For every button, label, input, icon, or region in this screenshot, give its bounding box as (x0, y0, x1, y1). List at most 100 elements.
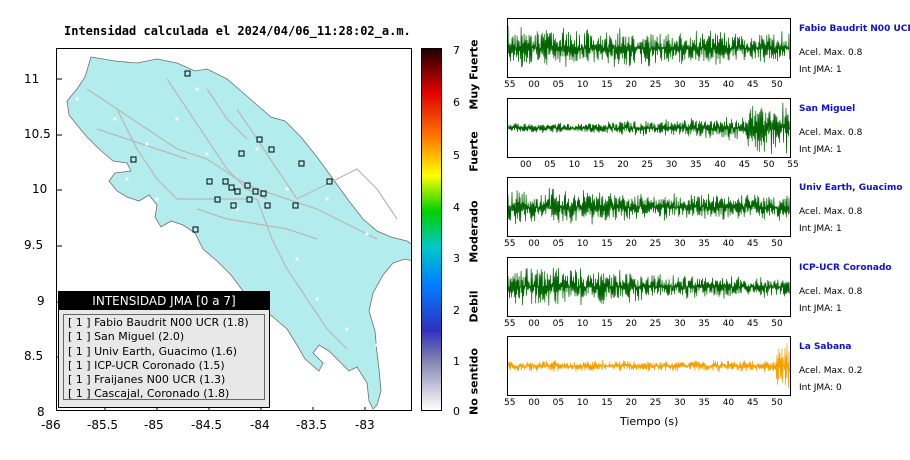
time-tick: 05 (544, 160, 556, 170)
costa-rica-landmass (66, 56, 411, 410)
time-tick: 45 (747, 80, 759, 90)
time-tick: 40 (722, 398, 735, 408)
time-tick: 30 (674, 319, 686, 329)
time-tick: 20 (625, 80, 637, 90)
time-tick: 55 (504, 319, 516, 329)
legend-item: [ 1 ] ICP-UCR Coronado (1.5) (68, 358, 225, 372)
lon-tick: -83.5 (296, 418, 328, 432)
time-tick: 05 (552, 319, 565, 329)
time-tick: 50 (771, 239, 783, 249)
waveform-svg (507, 25, 790, 68)
time-tick: 40 (714, 160, 726, 170)
time-tick: 45 (747, 239, 759, 249)
time-tick: 05 (552, 239, 565, 249)
map-title: Intensidad calculada el 2024/04/06_11:28… (64, 24, 411, 38)
time-tick: 15 (601, 80, 613, 90)
waveform-svg (507, 187, 790, 225)
time-tick: 35 (698, 239, 710, 249)
legend-item: [ 1 ] San Miguel (2.0) (68, 330, 185, 344)
colorbar-gradient (422, 49, 441, 410)
time-tick: 15 (601, 398, 613, 408)
colorbar-tick: 6 (453, 96, 460, 109)
time-tick: 05 (552, 398, 565, 408)
lat-tick: 8.5 (24, 349, 44, 363)
time-tick: 15 (601, 239, 613, 249)
time-tick: 00 (528, 80, 540, 90)
waveform-trace[interactable] (507, 336, 791, 396)
station-name[interactable]: Fabio Baudrit N00 UCR (799, 24, 910, 34)
time-tick: 45 (747, 319, 759, 329)
time-tick: 35 (698, 80, 710, 90)
road-network (86, 78, 398, 350)
time-tick: 25 (649, 80, 662, 90)
time-tick: 40 (722, 239, 735, 249)
time-tick: 50 (771, 398, 783, 408)
time-tick: 50 (763, 160, 775, 170)
waveform-line (507, 187, 790, 225)
time-tick: 05 (552, 80, 565, 90)
lat-tick: 11 (24, 72, 40, 86)
time-tick: 35 (698, 398, 710, 408)
colorbar-label-debil: Debil (467, 290, 481, 323)
waveform-trace[interactable] (507, 257, 791, 317)
time-tick: 55 (504, 398, 516, 408)
time-tick: 45 (747, 398, 759, 408)
time-tick: 25 (641, 160, 653, 170)
lon-tick: -86 (41, 418, 61, 432)
colorbar-tick: 0 (453, 405, 460, 418)
station-name[interactable]: Univ Earth, Guacimo (799, 183, 903, 193)
colorbar-label-muy-fuerte: Muy Fuerte (467, 39, 481, 110)
waveform-line (507, 267, 790, 306)
time-tick: 15 (592, 160, 605, 170)
time-tick: 30 (674, 239, 686, 249)
legend-title: INTENSIDAD JMA [0 a 7] (59, 292, 269, 310)
time-tick: 25 (649, 239, 662, 249)
station-jma-intensity: Int JMA: 1 (799, 145, 842, 155)
waveform-svg (507, 102, 790, 155)
station-name[interactable]: San Miguel (799, 104, 856, 114)
time-tick: 10 (576, 319, 589, 329)
legend-item: [ 1 ] Univ Earth, Guacimo (1.6) (68, 344, 238, 358)
station-max-accel: Acel. Max. 0.8 (799, 48, 863, 58)
lat-tick: 10.5 (24, 127, 51, 141)
time-tick: 40 (722, 319, 735, 329)
time-tick: 50 (771, 319, 783, 329)
time-axis-label: Tiempo (s) (620, 415, 679, 428)
time-tick: 10 (568, 160, 581, 170)
waveform-trace[interactable] (507, 98, 791, 158)
colorbar-tick: 3 (453, 252, 460, 265)
time-tick: 25 (649, 319, 662, 329)
time-tick: 20 (625, 319, 637, 329)
waveform-svg (507, 343, 790, 389)
station-name[interactable]: La Sabana (799, 342, 852, 352)
station-dots (75, 87, 379, 381)
time-tick: 10 (576, 239, 589, 249)
time-tick: 25 (649, 398, 662, 408)
time-tick: 55 (787, 160, 799, 170)
time-tick: 00 (528, 398, 540, 408)
colorbar-tick: 4 (453, 201, 460, 214)
waveform-trace[interactable] (507, 177, 791, 237)
time-tick: 15 (601, 319, 613, 329)
waveform-svg (507, 267, 790, 306)
legend-item: [ 1 ] Cascajal, Coronado (1.8) (68, 387, 230, 401)
time-tick: 00 (520, 160, 532, 170)
lon-tick: -85.5 (87, 418, 119, 432)
time-tick: 55 (504, 239, 516, 249)
station-jma-intensity: Int JMA: 1 (799, 65, 842, 75)
colorbar-tick: 7 (453, 44, 460, 57)
time-tick: 55 (504, 80, 516, 90)
time-tick: 10 (576, 80, 589, 90)
station-name[interactable]: ICP-UCR Coronado (799, 263, 892, 273)
time-tick: 20 (617, 160, 629, 170)
time-tick: 10 (576, 398, 589, 408)
lat-tick: 9 (37, 294, 45, 308)
time-tick: 30 (665, 160, 678, 170)
colorbar-label-moderado: Moderado (467, 200, 481, 263)
map-svg (57, 56, 411, 410)
waveform-trace[interactable] (507, 18, 791, 78)
station-max-accel: Acel. Max. 0.8 (799, 128, 863, 138)
waveform-line (507, 102, 790, 155)
lat-tick: 8 (37, 405, 45, 419)
time-tick: 45 (738, 160, 751, 170)
